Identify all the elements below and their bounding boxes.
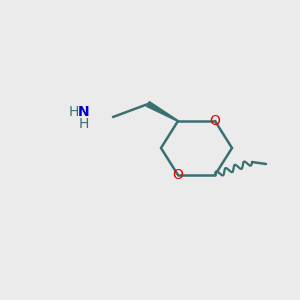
Text: O: O xyxy=(172,168,183,182)
Text: O: O xyxy=(210,114,220,128)
Text: N: N xyxy=(78,105,90,119)
Polygon shape xyxy=(147,102,178,121)
Text: H: H xyxy=(69,105,79,119)
Text: H: H xyxy=(79,117,89,131)
